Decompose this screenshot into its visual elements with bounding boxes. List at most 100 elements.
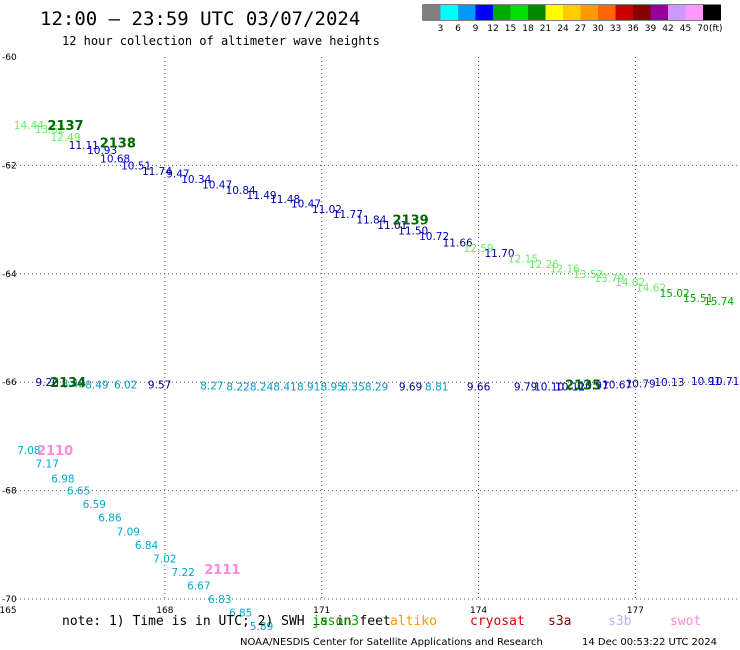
legend-label: 15 — [505, 24, 516, 34]
wave-height-label: 11.66 — [443, 237, 473, 249]
satellite-legend: jason3 altiko cryosat s3a s3b swot — [312, 614, 701, 629]
pass-number-label: 2111 — [204, 563, 240, 578]
legend-label: 21 — [540, 24, 551, 34]
wave-height-label: 12.16 — [550, 263, 580, 275]
page-subtitle: 12 hour collection of altimeter wave hei… — [62, 34, 380, 48]
legend-swatch — [650, 5, 668, 20]
wave-height-label: 8.35 — [341, 382, 364, 394]
y-tick-label: -62 — [2, 161, 17, 171]
y-tick-label: -64 — [2, 270, 17, 280]
axis-ticks: 165 168 171 174 177 -60 -62 -64 -66 -68 -70 — [0, 53, 644, 616]
wave-height-label: 6.86 — [98, 513, 122, 525]
legend-unit: (ft) — [709, 24, 723, 34]
wave-height-label: 8.27 — [200, 380, 223, 392]
data-labels: 14.4413.6212.4911.1110.93213710.6810.511… — [14, 119, 739, 633]
wave-height-label: 10.10 — [534, 382, 564, 394]
satellite-name: s3a — [548, 614, 571, 629]
legend-label: 3 — [438, 24, 444, 34]
wave-height-label: 13.79 — [594, 273, 624, 285]
wave-height-label: 7.22 — [171, 567, 194, 579]
legend-label: 36 — [627, 24, 639, 34]
y-tick-label: -66 — [2, 378, 17, 388]
wave-height-label: 11.84 — [356, 215, 386, 227]
wave-height-label: 11.48 — [270, 194, 300, 206]
legend-label: 42 — [662, 24, 673, 34]
legend-swatch — [563, 5, 581, 20]
wave-height-label: 5.89 — [250, 621, 273, 633]
wave-height-label: 7.17 — [36, 459, 59, 471]
x-tick-label: 168 — [156, 606, 173, 616]
satellite-name: s3b — [608, 614, 632, 629]
wave-height-label: 15.74 — [704, 296, 734, 308]
wave-height-label: 15.51 — [683, 293, 713, 305]
satellite-name: altiko — [390, 614, 437, 629]
legend-label: 18 — [522, 24, 534, 34]
wave-height-label: 9.69 — [399, 382, 422, 394]
legend-swatch — [423, 5, 441, 20]
wave-height-label: 14.02 — [615, 277, 645, 289]
wave-height-label: 8.95 — [320, 382, 343, 394]
wave-height-label: 8.49 — [85, 379, 108, 391]
pass-number-label: 2138 — [100, 137, 136, 152]
legend-label: 33 — [610, 24, 621, 34]
legend-swatch — [493, 5, 511, 20]
wave-height-label: 15.02 — [660, 288, 690, 300]
wave-height-label: 10.13 — [654, 377, 684, 389]
page-title: 12:00 – 23:59 UTC 03/07/2024 — [40, 8, 360, 30]
wave-height-label: 10.84 — [226, 185, 256, 197]
x-tick-label: 174 — [470, 606, 487, 616]
wave-height-label: 13.52 — [573, 269, 603, 281]
x-tick-label: 177 — [627, 606, 644, 616]
wave-height-label: 10.68 — [100, 153, 130, 165]
wave-height-label: 6.98 — [51, 474, 74, 486]
pass-number-label: 2134 — [50, 376, 86, 391]
wave-height-label: 10.47 — [202, 179, 232, 191]
y-tick-label: -60 — [2, 53, 17, 63]
legend-swatch — [633, 5, 651, 20]
wave-height-label: 11.49 — [247, 190, 277, 202]
wave-height-label: 8.48 — [62, 378, 85, 390]
wave-height-label: 10.51 — [121, 160, 151, 172]
legend-swatch — [510, 5, 528, 20]
wave-height-label: 14.62 — [636, 282, 666, 294]
legend-swatch — [545, 5, 563, 20]
legend-swatch — [528, 5, 546, 20]
wave-height-label: 10.93 — [87, 145, 117, 157]
wave-height-label: 12.15 — [508, 254, 538, 266]
wave-height-label: 10.47 — [291, 198, 321, 210]
wave-height-label: 12.26 — [529, 259, 559, 271]
legend-swatch — [440, 5, 458, 20]
satellite-name: swot — [670, 614, 701, 629]
wave-height-label: 11.01 — [377, 220, 407, 232]
legend-label: 70 — [697, 24, 709, 34]
wave-height-label: 8.22 — [226, 382, 249, 394]
wave-height-label: 10.71 — [709, 376, 739, 388]
legend-swatch — [703, 5, 721, 20]
wave-height-label: 9.20 — [36, 377, 59, 389]
y-tick-label: -68 — [2, 487, 17, 497]
legend-swatch — [598, 5, 616, 20]
legend-label: 45 — [680, 24, 691, 34]
legend-swatch — [668, 5, 686, 20]
wave-height-label: 12.49 — [50, 132, 80, 144]
wave-height-label: 8.91 — [297, 382, 320, 394]
legend-label: 27 — [575, 24, 586, 34]
legend-label: 9 — [473, 24, 479, 34]
legend-label: 12 — [487, 24, 498, 34]
legend-label: 30 — [592, 24, 604, 34]
wave-height-label: 11.02 — [312, 204, 342, 216]
wave-height-label: 11.50 — [398, 225, 428, 237]
legend-swatch — [615, 5, 633, 20]
credit-text: NOAA/NESDIS Center for Satellite Applica… — [240, 637, 543, 648]
wave-height-label: 11.11 — [69, 140, 99, 152]
x-tick-label: 165 — [0, 606, 17, 616]
wave-height-label: 8.24 — [250, 382, 274, 394]
wave-height-label: 7.08 — [17, 445, 40, 457]
wave-height-label: 6.85 — [229, 608, 252, 620]
wave-height-label: 6.84 — [135, 540, 159, 552]
wave-height-label: 7.02 — [153, 553, 176, 565]
pass-number-label: 2139 — [393, 214, 429, 229]
wave-height-label: 11.74 — [142, 166, 172, 178]
wave-height-label: 9.57 — [148, 379, 171, 391]
